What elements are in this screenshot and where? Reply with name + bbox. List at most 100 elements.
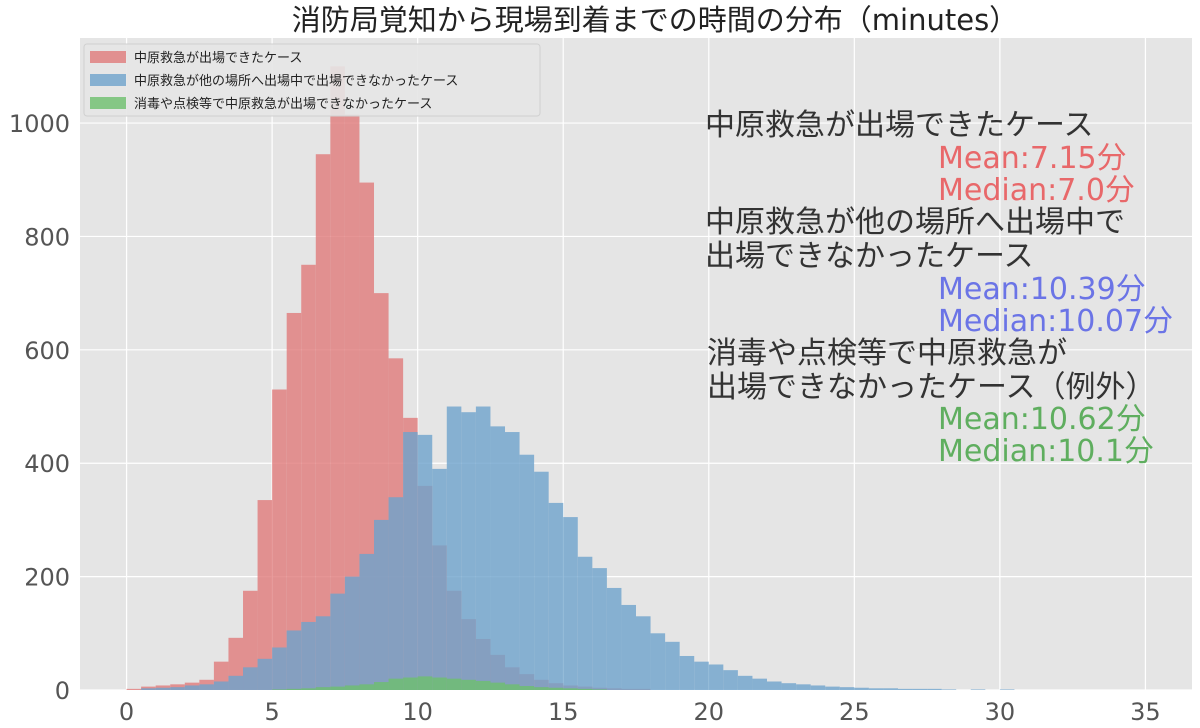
histogram-bar — [170, 687, 185, 690]
series-3-bars — [272, 676, 607, 690]
x-tick-label: 25 — [839, 698, 870, 726]
x-tick-label: 30 — [985, 698, 1016, 726]
histogram-bar — [374, 519, 389, 690]
y-tick-label: 0 — [55, 677, 70, 705]
histogram-bar — [708, 664, 724, 690]
x-tick-label: 35 — [1130, 698, 1161, 726]
histogram-bar — [374, 682, 389, 690]
histogram-bar — [563, 517, 578, 690]
histogram-bar — [330, 66, 345, 690]
histogram-bar — [665, 641, 680, 690]
histogram-bar — [941, 689, 957, 690]
histogram-bar — [243, 590, 258, 690]
histogram-bar — [388, 678, 404, 690]
stats-annotation: Median:10.1分 — [938, 434, 1154, 469]
stats-annotation: 出場できなかったケース（例外） — [707, 370, 1156, 405]
histogram-bar — [432, 677, 447, 690]
histogram-bars — [126, 66, 1015, 691]
stats-annotation: 中原救急が出場できたケース — [705, 108, 1094, 143]
histogram-bar — [213, 681, 229, 690]
y-tick-label: 1000 — [9, 110, 70, 138]
stats-annotation: Mean:10.39分 — [938, 272, 1146, 307]
histogram-bar — [315, 687, 331, 690]
histogram-bar — [344, 685, 360, 690]
histogram-bar — [184, 685, 200, 690]
histogram-bar — [155, 687, 171, 690]
histogram-bar — [577, 556, 593, 690]
histogram-bar — [534, 471, 549, 690]
histogram-bar — [854, 687, 869, 690]
annotations: 中原救急が出場できたケースMean:7.15分Median:7.0分中原救急が他… — [705, 108, 1173, 469]
x-tick-label: 0 — [119, 698, 134, 726]
stats-annotation: Median:7.0分 — [938, 173, 1135, 208]
y-tick-label: 400 — [24, 450, 70, 478]
histogram-bar — [272, 689, 287, 690]
legend-box — [83, 43, 541, 117]
histogram-bar — [403, 432, 418, 690]
histogram-bar — [519, 686, 535, 690]
x-tick-label: 20 — [694, 698, 725, 726]
histogram-bar — [141, 688, 156, 690]
axis-ticks: 0 5 10 15 20 25 30 35 0 200 400 600 800 1000 — [9, 110, 1161, 726]
histogram-bar — [461, 412, 476, 690]
histogram-bar — [912, 688, 928, 690]
histogram-bar — [286, 312, 302, 690]
histogram-bar — [548, 687, 564, 690]
histogram-bar — [243, 667, 258, 690]
histogram-bar — [417, 676, 433, 690]
histogram-bar — [868, 688, 884, 690]
histogram-bar — [330, 593, 345, 690]
histogram-bar — [344, 576, 360, 690]
stats-annotation: 消毒や点検等で中原救急が — [707, 336, 1067, 371]
histogram-bar — [446, 406, 462, 690]
histogram-bar — [650, 633, 666, 690]
histogram-bar — [839, 687, 855, 690]
histogram-bar — [490, 426, 506, 690]
y-tick-label: 800 — [24, 223, 70, 251]
histogram-bar — [999, 689, 1015, 690]
histogram-bar — [534, 687, 549, 690]
series-2-bars — [141, 406, 1015, 690]
histogram-bar — [636, 616, 651, 690]
stats-annotation: Mean:7.15分 — [938, 141, 1127, 176]
histogram-bar — [505, 684, 520, 690]
histogram-bar — [315, 616, 331, 690]
stats-annotation: 中原救急が他の場所へ出場中で — [705, 205, 1125, 240]
legend[interactable]: 中原救急が出場できたケース中原救急が他の場所へ出場中で出場できなかったケース消毒… — [83, 43, 541, 117]
legend-swatch — [90, 51, 126, 63]
histogram-bar — [286, 688, 302, 690]
histogram-bar — [257, 500, 273, 690]
histogram-bar — [970, 689, 986, 690]
histogram-bar — [825, 686, 840, 690]
histogram-bar — [737, 675, 753, 690]
histogram-bar — [897, 688, 913, 690]
histogram-bar — [228, 675, 244, 690]
chart-title: 消防局覚知から現場到着までの時間の分布（minutes） — [292, 3, 1018, 37]
stats-annotation: 出場できなかったケース — [705, 239, 1034, 274]
histogram-bar — [272, 389, 287, 690]
legend-label: 中原救急が出場できたケース — [134, 50, 302, 66]
histogram-bar — [126, 688, 142, 690]
histogram-bar — [592, 689, 607, 690]
histogram-bar — [359, 553, 375, 690]
histogram-bar — [563, 688, 578, 690]
histogram-bar — [490, 682, 506, 690]
stats-annotation: Mean:10.62分 — [938, 402, 1146, 437]
legend-label: 消毒や点検等で中原救急が出場できなかったケース — [134, 96, 432, 112]
histogram-bar — [301, 621, 316, 690]
histogram-bar — [796, 684, 811, 690]
histogram-bar — [315, 154, 331, 691]
histogram-bar — [403, 677, 418, 690]
histogram-bar — [621, 604, 636, 690]
stats-annotation: Median:10.07分 — [938, 304, 1173, 339]
histogram-bar — [388, 497, 404, 690]
y-tick-label: 200 — [24, 564, 70, 592]
histogram-bar — [461, 679, 476, 690]
histogram-bar — [301, 688, 316, 690]
histogram-bar — [810, 685, 826, 690]
x-tick-label: 5 — [264, 698, 279, 726]
histogram-bar — [272, 647, 287, 690]
histogram-bar — [286, 630, 302, 690]
histogram-bar — [519, 454, 535, 690]
